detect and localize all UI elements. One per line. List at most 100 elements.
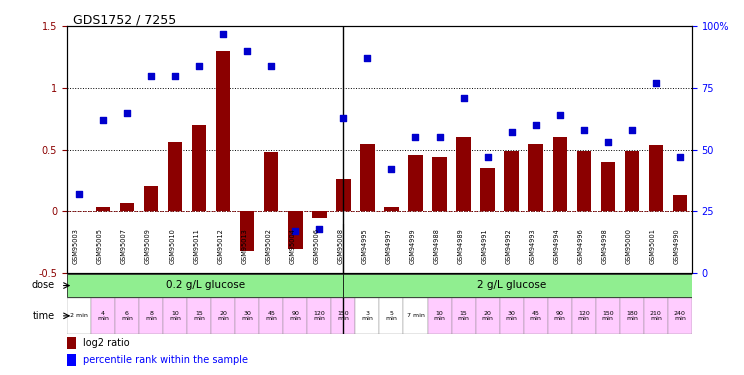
FancyBboxPatch shape [379,298,403,334]
Bar [649,145,663,211]
Text: GSM95001: GSM95001 [650,228,656,264]
Text: GDS1752 / 7255: GDS1752 / 7255 [73,13,176,26]
Text: GSM95005: GSM95005 [97,228,103,264]
Text: GSM94991: GSM94991 [481,228,487,264]
Bar [67,337,77,349]
Point [434,134,446,140]
Point [313,226,325,232]
Point [506,129,518,135]
Text: GSM95000: GSM95000 [626,228,632,264]
Point [530,122,542,128]
FancyBboxPatch shape [620,298,644,334]
Text: dose: dose [31,280,54,290]
Text: 2 min: 2 min [70,314,88,318]
Text: 6
min: 6 min [121,310,133,321]
Text: 45
min: 45 min [266,310,278,321]
Point [97,117,109,123]
Bar [577,151,591,211]
Text: 180
min: 180 min [626,310,638,321]
FancyBboxPatch shape [67,298,91,334]
Text: GSM94989: GSM94989 [458,228,464,264]
Point [145,73,157,79]
Text: GSM94990: GSM94990 [674,228,680,264]
FancyBboxPatch shape [500,298,524,334]
FancyBboxPatch shape [344,274,692,297]
Bar [504,151,519,211]
Bar [456,137,471,212]
Point [121,110,133,116]
Text: 4
min: 4 min [97,310,109,321]
Text: percentile rank within the sample: percentile rank within the sample [83,355,248,365]
FancyBboxPatch shape [67,274,344,297]
FancyBboxPatch shape [428,298,452,334]
FancyBboxPatch shape [187,298,211,334]
FancyBboxPatch shape [115,298,139,334]
FancyBboxPatch shape [524,298,548,334]
Text: 8
min: 8 min [145,310,157,321]
Text: time: time [32,311,54,321]
Text: GSM95003: GSM95003 [73,228,79,264]
Bar [240,211,254,251]
Text: GSM94994: GSM94994 [554,228,559,264]
FancyBboxPatch shape [235,298,259,334]
Text: GSM95012: GSM95012 [217,228,223,264]
Text: 20
min: 20 min [481,310,493,321]
Bar [168,142,182,211]
FancyBboxPatch shape [644,298,668,334]
FancyBboxPatch shape [139,298,163,334]
Text: GSM94998: GSM94998 [602,228,608,264]
Bar [384,207,399,212]
Text: GSM94993: GSM94993 [530,228,536,264]
Bar [312,211,327,217]
Point [626,127,638,133]
Bar [481,168,495,211]
Text: GSM95006: GSM95006 [313,228,319,264]
Bar [96,207,110,212]
Point [481,154,493,160]
Text: 240
min: 240 min [674,310,686,321]
Point [385,166,397,172]
Bar [120,203,134,211]
Text: 10
min: 10 min [434,310,446,321]
Point [650,80,662,86]
FancyBboxPatch shape [356,298,379,334]
Point [674,154,686,160]
Text: GSM94988: GSM94988 [434,228,440,264]
Bar [67,354,77,366]
Text: 2 g/L glucose: 2 g/L glucose [477,280,546,290]
Bar [360,144,375,211]
Point [266,63,278,69]
FancyBboxPatch shape [211,298,235,334]
Text: 120
min: 120 min [313,310,325,321]
Point [289,228,301,234]
Bar [625,151,639,211]
Text: GSM94999: GSM94999 [409,228,415,264]
FancyBboxPatch shape [596,298,620,334]
Text: GSM95007: GSM95007 [121,228,127,264]
Bar [264,152,278,211]
Point [73,191,85,197]
Bar [553,137,567,212]
Bar [600,162,615,211]
Point [193,63,205,69]
Text: 20
min: 20 min [217,310,229,321]
Bar [192,125,206,211]
FancyBboxPatch shape [283,298,307,334]
Text: 90
min: 90 min [554,310,565,321]
Text: GSM95013: GSM95013 [241,228,247,264]
FancyBboxPatch shape [668,298,692,334]
Point [169,73,181,79]
Text: 15
min: 15 min [458,310,469,321]
Text: 10
min: 10 min [169,310,181,321]
Point [458,95,469,101]
Text: 45
min: 45 min [530,310,542,321]
Text: GSM95010: GSM95010 [169,228,175,264]
Bar [216,51,231,211]
Point [578,127,590,133]
FancyBboxPatch shape [548,298,571,334]
Text: GSM95008: GSM95008 [337,228,344,264]
Text: log2 ratio: log2 ratio [83,338,129,348]
Text: GSM95002: GSM95002 [266,228,272,264]
Bar [288,211,303,249]
FancyBboxPatch shape [403,298,428,334]
